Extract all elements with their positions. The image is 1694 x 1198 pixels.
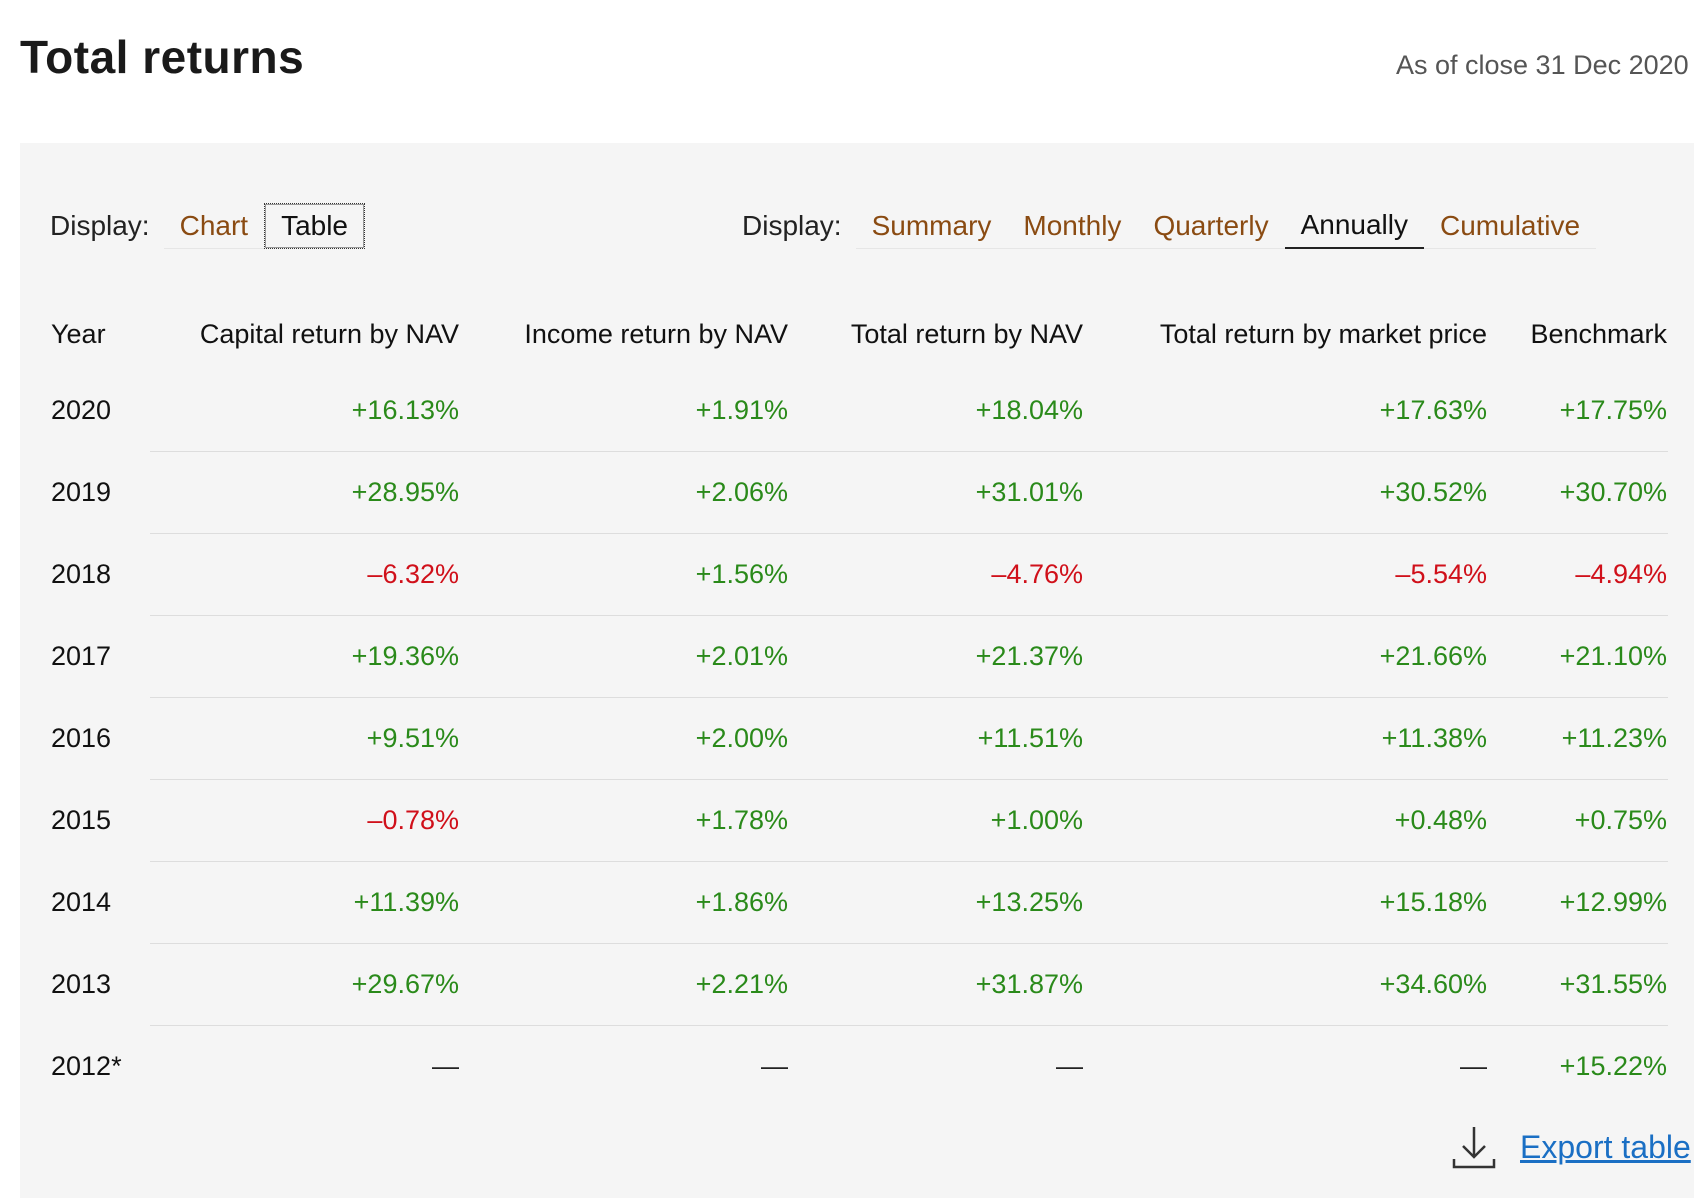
- year-cell: 2012*: [51, 1050, 122, 1081]
- return-cell: +2.00%: [460, 697, 789, 780]
- returns-table: Year Capital return by NAV Income return b…: [50, 298, 1668, 1107]
- return-cell: —: [761, 1051, 788, 1081]
- display-option[interactable]: Cumulative: [1424, 204, 1597, 249]
- view-switch: Display: Chart Table: [50, 203, 365, 249]
- year-cell: 2015: [51, 805, 112, 835]
- return-cell: +17.75%: [1488, 370, 1668, 452]
- column-header: Total return by market price: [1159, 318, 1487, 349]
- return-cell: +21.66%: [1084, 615, 1488, 698]
- return-cell: +28.95%: [150, 451, 460, 534]
- table-row: 2014 +11.39% +1.86% +13.25% +15.18% +12.99%: [50, 861, 1668, 944]
- return-cell: —: [1460, 1051, 1487, 1081]
- display-option[interactable]: Summary: [855, 204, 1008, 249]
- title: Total returns: [20, 31, 305, 83]
- return-cell: +12.99%: [1488, 861, 1668, 944]
- table-row: 2015 –0.78% +1.78% +1.00% +0.48% +0.75%: [50, 779, 1668, 862]
- return-cell: +1.86%: [460, 861, 789, 944]
- column-header: Capital return by NAV: [199, 318, 459, 349]
- period-switch: Display: Summary Monthly Quarterly Annually C…: [742, 203, 1597, 249]
- display-label: Display:: [742, 210, 842, 241]
- header-row: Year Capital return by NAV Income return b…: [50, 298, 1668, 370]
- return-cell: +34.60%: [1084, 943, 1488, 1026]
- return-cell: –5.54%: [1084, 533, 1488, 616]
- export-label[interactable]: Export table: [1520, 1128, 1691, 1165]
- year-cell: 2019: [51, 477, 112, 507]
- column-header: Year: [51, 318, 106, 349]
- year-cell: 2018: [51, 559, 112, 589]
- return-cell: +17.63%: [1084, 370, 1488, 452]
- return-cell: –0.78%: [150, 779, 460, 862]
- table-row: 2019 +28.95% +2.06% +31.01% +30.52% +30.70%: [50, 451, 1668, 534]
- table-row: 2012* — — — — +15.22%: [50, 1026, 1668, 1108]
- display-option[interactable]: Quarterly: [1137, 204, 1285, 249]
- year-cell: 2014: [51, 887, 112, 917]
- return-cell: +2.06%: [460, 451, 789, 534]
- return-cell: +15.22%: [1559, 1051, 1667, 1081]
- table-row: 2016 +9.51% +2.00% +11.51% +11.38% +11.23%: [50, 697, 1668, 780]
- table-row: 2018 –6.32% +1.56% –4.76% –5.54% –4.94%: [50, 533, 1668, 616]
- return-cell: +29.67%: [150, 943, 460, 1026]
- year-cell: 2020: [51, 395, 112, 426]
- display-label: Display:: [50, 210, 150, 241]
- return-cell: +1.00%: [789, 779, 1084, 862]
- return-cell: +9.51%: [150, 697, 460, 780]
- table-body: 2020 +16.13% +1.91% +18.04% +17.63% +17.75% 20…: [50, 370, 1668, 1107]
- return-cell: +11.38%: [1084, 697, 1488, 780]
- panel: Display: Chart Table Display: Summary Monthl…: [20, 143, 1694, 1198]
- return-cell: +15.18%: [1084, 861, 1488, 944]
- table-row: 2013 +29.67% +2.21% +31.87% +34.60% +31.55%: [50, 943, 1668, 1026]
- return-cell: –6.32%: [150, 533, 460, 616]
- return-cell: +18.04%: [789, 370, 1084, 452]
- return-cell: +21.10%: [1488, 615, 1668, 698]
- return-cell: +11.23%: [1488, 697, 1668, 780]
- as-of-date: As of close 31 Dec 2020: [1396, 50, 1689, 80]
- return-cell: +1.56%: [460, 533, 789, 616]
- table-row: 2020 +16.13% +1.91% +18.04% +17.63% +17.75%: [50, 370, 1668, 452]
- return-cell: +11.51%: [789, 697, 1084, 780]
- return-cell: +19.36%: [150, 615, 460, 698]
- return-cell: +31.01%: [789, 451, 1084, 534]
- return-cell: +13.25%: [789, 861, 1084, 944]
- return-cell: +0.48%: [1084, 779, 1488, 862]
- return-cell: —: [432, 1051, 459, 1081]
- return-cell: –4.76%: [789, 533, 1084, 616]
- column-header: Total return by NAV: [850, 318, 1083, 349]
- return-cell: +30.70%: [1488, 451, 1668, 534]
- table-row: 2017 +19.36% +2.01% +21.37% +21.66% +21.10%: [50, 615, 1668, 698]
- return-cell: +30.52%: [1084, 451, 1488, 534]
- return-cell: +11.39%: [150, 861, 460, 944]
- return-cell: +2.01%: [460, 615, 789, 698]
- return-cell: —: [1056, 1051, 1083, 1081]
- display-option[interactable]: Annually: [1284, 203, 1424, 249]
- return-cell: +2.21%: [460, 943, 789, 1026]
- download-icon: [1452, 1127, 1496, 1169]
- return-cell: +31.87%: [789, 943, 1084, 1026]
- year-cell: 2013: [51, 969, 112, 999]
- return-cell: +1.91%: [460, 370, 789, 452]
- return-cell: +1.78%: [460, 779, 789, 862]
- display-option[interactable]: Table: [264, 203, 365, 249]
- export-button[interactable]: Export table: [1450, 1123, 1691, 1171]
- return-cell: +16.13%: [150, 370, 460, 452]
- return-cell: –4.94%: [1488, 533, 1668, 616]
- return-cell: +0.75%: [1488, 779, 1668, 862]
- year-cell: 2017: [51, 641, 112, 671]
- display-option[interactable]: Chart: [163, 204, 265, 249]
- return-cell: +31.55%: [1488, 943, 1668, 1026]
- column-header: Income return by NAV: [524, 318, 788, 349]
- return-cell: +21.37%: [789, 615, 1084, 698]
- display-option[interactable]: Monthly: [1007, 204, 1138, 249]
- column-header: Benchmark: [1530, 318, 1667, 349]
- year-cell: 2016: [51, 723, 112, 753]
